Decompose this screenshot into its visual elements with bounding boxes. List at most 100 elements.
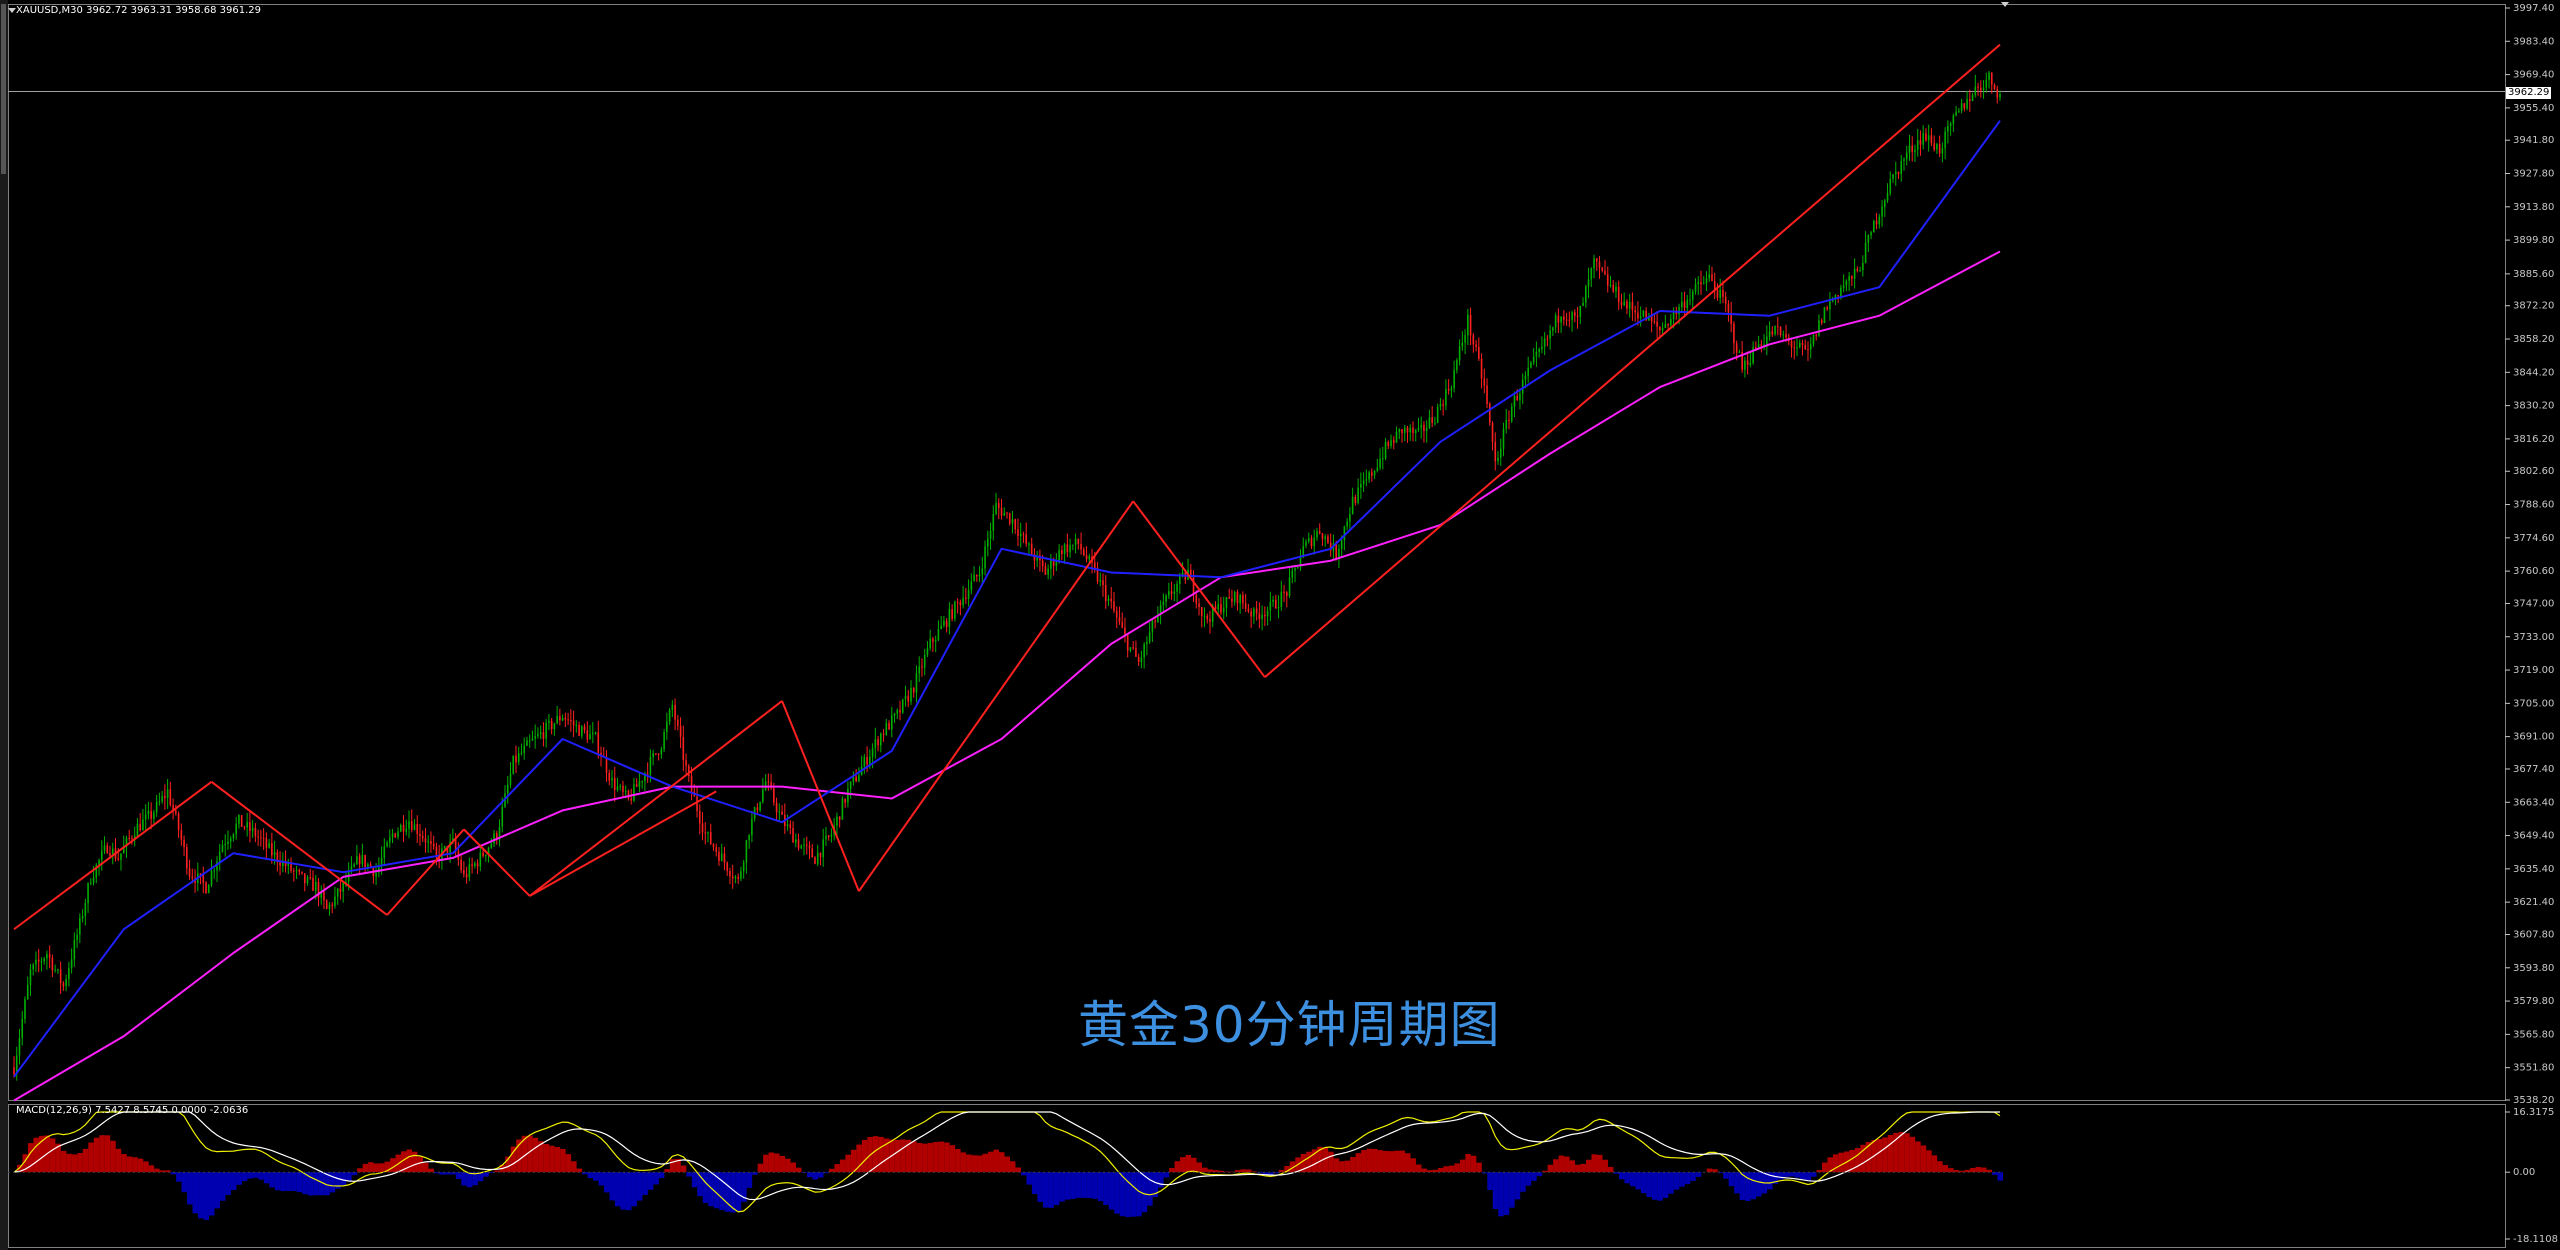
candle [1140,650,1143,669]
macd-histogram-bar [1070,1172,1076,1199]
macd-histogram-bar [390,1158,396,1173]
candle [150,802,152,830]
chart-menu-arrow-icon[interactable] [8,8,16,13]
candle [1423,421,1425,443]
candle-body [1349,514,1351,522]
candle [1601,266,1604,273]
candle [493,829,495,848]
macd-histogram-bar [252,1172,259,1178]
candle [1623,292,1625,307]
candle [1025,522,1028,547]
candle-body [597,732,600,753]
candle-body [855,776,857,782]
candle-body [1760,344,1763,347]
candle-body [740,871,742,879]
candle [18,1028,21,1065]
candle [1949,121,1952,136]
macd-histogram-bar [1048,1172,1054,1208]
candle [460,853,462,874]
candle [539,725,542,740]
candle [432,835,435,850]
candle [929,629,931,651]
candle [504,785,506,809]
trendline [463,828,531,897]
candle-body [40,961,43,963]
candle [301,871,303,875]
candle-body [1083,549,1085,556]
candle-body [468,864,471,878]
candle-body [1395,431,1398,443]
macd-histogram-bar [1854,1148,1861,1173]
candle [136,818,139,837]
candle [1417,417,1420,432]
candle-body [644,773,646,782]
candle-body [1785,334,1787,338]
macd-histogram-bar [115,1148,122,1173]
scroll-thumb[interactable] [1,4,6,174]
candle [1434,416,1436,426]
candle [356,844,358,865]
candle-body [421,836,424,839]
candle-body [1327,536,1329,543]
candle-body [199,873,202,876]
candle-body [1519,393,1521,401]
candle-body [1829,301,1831,310]
candle [1006,511,1008,519]
macd-histogram-bar [1086,1172,1093,1199]
candle [570,709,572,732]
macd-histogram-bar [1838,1152,1844,1173]
candle-body [1670,319,1672,326]
candle-body [589,734,591,740]
macd-histogram-bar [582,1172,588,1175]
macd-histogram-bar [1212,1170,1219,1173]
candle [542,722,545,747]
candle-body [1927,135,1930,141]
candle-body [1203,615,1206,617]
candle-body [1530,362,1532,368]
candle-body [1382,458,1384,460]
candle-body [531,738,534,741]
macd-histogram-bar [664,1169,670,1173]
candle-body [1398,429,1401,432]
candle-body [844,798,846,803]
candle [139,813,141,832]
candle-body [649,757,652,775]
candle-body [929,638,931,649]
candle [742,859,745,879]
candle [1398,428,1401,440]
candle-body [1011,519,1014,524]
candle-body [279,862,281,866]
macd-histogram-bar [988,1151,994,1173]
left-scroll-strip[interactable] [0,0,8,1250]
candle [1072,544,1074,551]
candle-body [591,732,594,735]
candle-body [1269,601,1272,611]
candle-body [1990,72,1993,85]
candle [1036,551,1038,568]
candle-body [1324,536,1326,540]
candle [408,810,410,839]
candle [372,866,375,884]
candle [712,843,715,851]
candle-body [150,811,152,819]
candle-body [1431,417,1433,423]
candle-body [1952,115,1955,124]
candle-body [339,888,342,892]
macd-histogram-bar [1772,1172,1779,1184]
candle-body [1264,614,1266,617]
candle [133,826,136,847]
candle [1033,547,1036,570]
candle [180,823,183,846]
candle [1826,305,1828,311]
candle-body [1486,385,1488,404]
candle [262,828,265,850]
candle [1450,385,1453,398]
candle [1815,331,1818,341]
candle-body [1055,560,1058,566]
chart-shift-marker-icon[interactable] [2001,2,2009,7]
macd-histogram-bar [1931,1155,1938,1173]
macd-histogram-bar [1520,1172,1526,1192]
candle-body [550,720,553,730]
candle [290,857,292,873]
